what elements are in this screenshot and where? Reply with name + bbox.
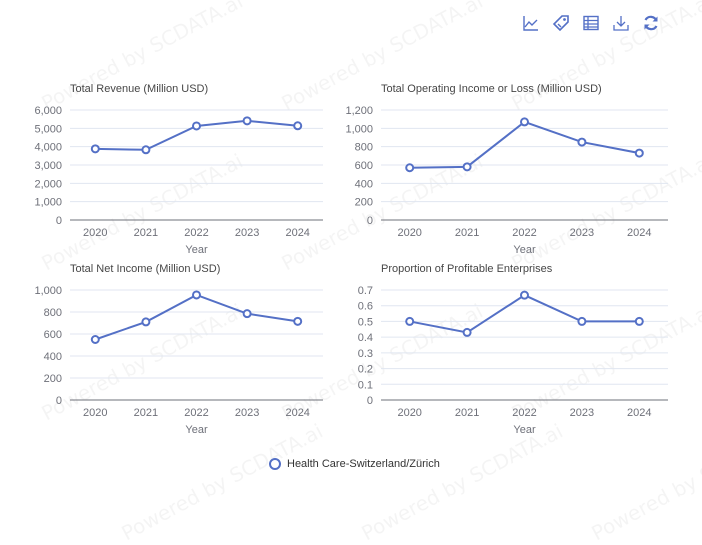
- y-tick-label: 3,000: [34, 160, 62, 172]
- x-tick-label: 2022: [184, 407, 208, 419]
- legend-circle-icon: [269, 458, 281, 470]
- y-tick-label: 1,200: [345, 105, 373, 117]
- x-tick-label: 2024: [627, 407, 651, 419]
- data-point: [405, 163, 415, 173]
- data-table-icon: [583, 15, 599, 31]
- y-tick-label: 1,000: [345, 123, 373, 135]
- x-tick-label: 2024: [285, 407, 309, 419]
- charts-canvas: Total Revenue (Million USD) 0 1,000 2,000 3,…: [34, 83, 668, 436]
- data-point: [520, 290, 529, 300]
- data-point: [462, 327, 472, 337]
- x-tick-label: 2022: [512, 407, 536, 419]
- y-tick-label: 1,000: [34, 197, 62, 209]
- x-axis-title: Year: [513, 424, 536, 436]
- data-point: [293, 316, 303, 326]
- data-point: [405, 316, 415, 326]
- x-tick-label: 2020: [397, 407, 421, 419]
- x-tick-label: 2022: [184, 227, 208, 239]
- y-tick-label: 800: [355, 142, 373, 154]
- x-tick-label: 2024: [285, 227, 309, 239]
- series-line: [409, 294, 640, 334]
- y-tick-label: 200: [355, 197, 373, 209]
- tag-button[interactable]: [552, 14, 570, 32]
- y-tick-label: 0.1: [358, 379, 373, 391]
- data-point: [242, 116, 252, 126]
- chart-title: Total Net Income (Million USD): [70, 263, 220, 275]
- y-tick-label: 0.2: [358, 364, 373, 376]
- data-point: [90, 335, 100, 344]
- line-chart-button[interactable]: [522, 14, 540, 32]
- y-tick-label: 600: [355, 160, 373, 172]
- data-point: [141, 317, 151, 327]
- y-tick-label: 400: [355, 178, 373, 190]
- data-point: [462, 162, 472, 172]
- y-tick-label: 4,000: [34, 142, 62, 154]
- data-point: [520, 117, 529, 127]
- download-icon: [613, 16, 629, 31]
- data-point: [192, 290, 201, 300]
- x-tick-label: 2020: [397, 227, 421, 239]
- x-tick-label: 2021: [455, 407, 479, 419]
- data-point: [634, 148, 644, 158]
- data-point: [293, 121, 303, 131]
- y-tick-label: 400: [44, 351, 62, 363]
- y-tick-label: 0.3: [358, 348, 373, 360]
- data-point: [577, 137, 587, 147]
- refresh-icon: [644, 15, 658, 31]
- x-tick-label: 2021: [455, 227, 479, 239]
- y-tick-label: 0: [56, 215, 62, 227]
- tag-icon: [552, 15, 569, 32]
- x-axis-title: Year: [185, 424, 208, 436]
- legend-item[interactable]: Health Care-Switzerland/Zürich: [269, 458, 440, 470]
- x-axis-title: Year: [185, 244, 208, 256]
- y-tick-label: 0.7: [358, 285, 373, 297]
- x-tick-label: 2021: [134, 227, 158, 239]
- x-tick-label: 2021: [134, 407, 158, 419]
- y-tick-label: 5,000: [34, 123, 62, 135]
- download-button[interactable]: [612, 14, 630, 32]
- line-chart-icon: [523, 16, 538, 31]
- series-line: [94, 293, 298, 341]
- data-point: [242, 309, 252, 319]
- data-point: [141, 145, 151, 155]
- y-tick-label: 0.5: [358, 316, 373, 328]
- y-tick-label: 1,000: [34, 285, 62, 297]
- x-axis-title: Year: [513, 244, 536, 256]
- x-tick-label: 2023: [570, 407, 594, 419]
- y-tick-label: 600: [44, 329, 62, 341]
- y-tick-label: 0: [367, 215, 373, 227]
- data-view-button[interactable]: [582, 14, 600, 32]
- y-tick-label: 0.4: [358, 332, 373, 344]
- y-tick-label: 200: [44, 373, 62, 385]
- data-point: [634, 316, 644, 326]
- chart-title: Proportion of Profitable Enterprises: [381, 263, 553, 275]
- chart-title: Total Operating Income or Loss (Million …: [381, 83, 602, 95]
- y-tick-label: 0.6: [358, 301, 373, 313]
- y-tick-label: 0: [367, 395, 373, 407]
- x-tick-label: 2022: [512, 227, 536, 239]
- x-tick-label: 2023: [235, 227, 259, 239]
- data-point: [90, 144, 100, 154]
- chart-title: Total Revenue (Million USD): [70, 83, 208, 95]
- legend-label: Health Care-Switzerland/Zürich: [287, 458, 440, 470]
- y-tick-label: 6,000: [34, 105, 62, 117]
- x-tick-label: 2024: [627, 227, 651, 239]
- data-point: [192, 121, 201, 131]
- y-tick-label: 800: [44, 307, 62, 319]
- refresh-button[interactable]: [642, 14, 660, 32]
- y-tick-label: 2,000: [34, 178, 62, 190]
- x-tick-label: 2023: [235, 407, 259, 419]
- y-tick-label: 0: [56, 395, 62, 407]
- x-tick-label: 2020: [83, 407, 107, 419]
- x-tick-label: 2020: [83, 227, 107, 239]
- chart-toolbar: [522, 14, 660, 32]
- x-tick-label: 2023: [570, 227, 594, 239]
- data-point: [577, 316, 587, 326]
